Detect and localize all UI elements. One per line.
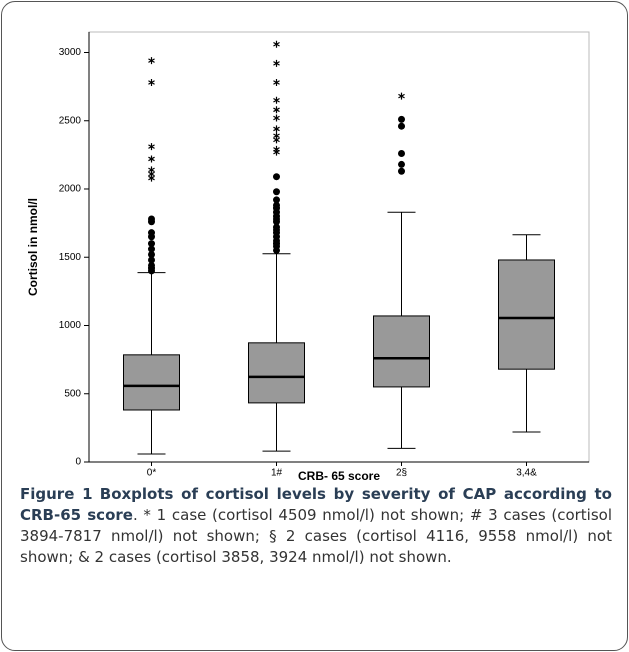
- y-tick-label: 2500: [59, 115, 82, 126]
- extreme: [273, 59, 280, 67]
- extreme: [273, 132, 280, 140]
- x-tick-label: 2§: [396, 468, 407, 479]
- outlier: [273, 188, 280, 196]
- y-tick-label: 0: [75, 457, 81, 468]
- chart: Cortisol in nmol/l CRB- 65 score 0 500 100…: [26, 31, 590, 482]
- outlier: [148, 245, 155, 253]
- outlier: [148, 229, 155, 237]
- outlier: [148, 215, 155, 223]
- outlier: [273, 201, 280, 209]
- x-tick-label: 1#: [271, 468, 283, 479]
- caption-text: . * 1 case (cortisol 4509 nmol/l) not sh…: [20, 506, 613, 566]
- outlier: [148, 261, 155, 269]
- extreme: [273, 96, 280, 104]
- outlier: [398, 160, 405, 168]
- extreme: [273, 145, 280, 153]
- y-axis-title: Cortisol in nmol/l: [26, 198, 40, 296]
- x-axis-title: CRB- 65 score: [298, 469, 380, 482]
- outlier: [273, 196, 280, 204]
- caption-title: Boxplots of cortisol levels by severity …: [20, 485, 612, 524]
- extreme: [273, 40, 280, 48]
- y-tick-label: 2000: [59, 184, 82, 195]
- box: [373, 315, 430, 388]
- extreme: [273, 125, 280, 133]
- outlier: [148, 240, 155, 248]
- extreme: [148, 57, 155, 65]
- extreme: [273, 79, 280, 87]
- extreme: [148, 166, 155, 174]
- extreme: [148, 143, 155, 151]
- outlier: [273, 223, 280, 231]
- outlier: [398, 115, 405, 123]
- outlier: [398, 167, 405, 175]
- x-tick-label: 0*: [147, 468, 157, 479]
- caption: Figure 1 Boxplots of cortisol levels by …: [20, 484, 612, 568]
- box: [248, 342, 305, 404]
- extreme: [148, 79, 155, 87]
- outlier: [398, 122, 405, 130]
- extreme: [273, 106, 280, 114]
- x-tick-label: 3,4&: [516, 468, 537, 479]
- extreme: [398, 92, 405, 100]
- y-tick-label: 3000: [59, 47, 82, 58]
- y-tick-label: 1500: [59, 252, 82, 263]
- y-tick-label: 500: [64, 388, 81, 399]
- outlier: [273, 173, 280, 181]
- extreme: [273, 114, 280, 122]
- outlier: [398, 149, 405, 157]
- y-tick-label: 1000: [59, 320, 82, 331]
- box: [123, 354, 180, 411]
- extreme: [148, 155, 155, 163]
- caption-label: Figure 1: [20, 485, 93, 503]
- box: [498, 259, 555, 370]
- outlier: [148, 251, 155, 259]
- outlier: [148, 256, 155, 264]
